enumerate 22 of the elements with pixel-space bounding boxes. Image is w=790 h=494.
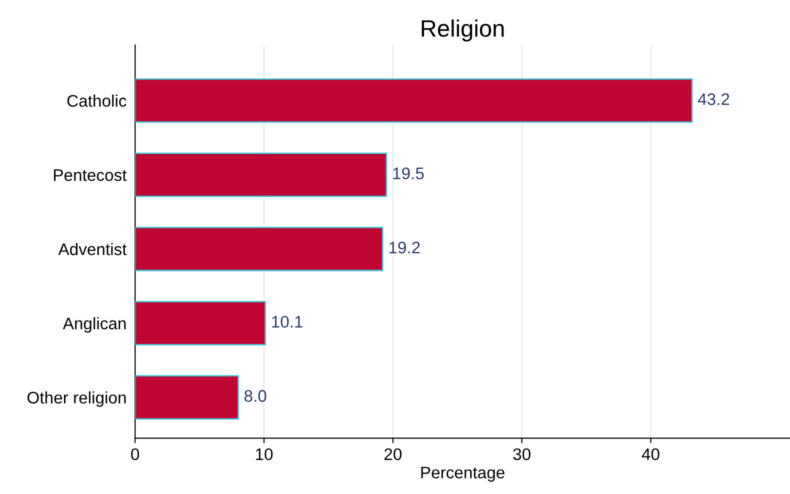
data-label: 43.2: [698, 93, 730, 106]
data-label: 8.0: [244, 390, 266, 402]
bar: [135, 226, 384, 272]
x-tick-label: 40: [642, 448, 660, 460]
x-tick-label: 30: [513, 448, 530, 460]
bar: [135, 300, 266, 346]
bar: [135, 375, 239, 420]
chart-title: Religion: [422, 20, 504, 42]
bar: [135, 78, 693, 123]
y-tick-label: Catholic: [67, 94, 126, 107]
y-tick-label: Other religion: [28, 391, 126, 407]
bar: [135, 152, 388, 198]
data-label: 19.5: [393, 167, 424, 180]
y-tick-label: Pentecost: [54, 169, 127, 181]
x-tick-label: 0: [131, 448, 140, 460]
x-tick-label: 20: [384, 448, 402, 460]
y-tick-label: Adventist: [58, 242, 127, 256]
x-tick-label: 10: [256, 448, 273, 460]
y-tick-label: Anglican: [62, 317, 126, 333]
data-label: 10.1: [272, 316, 302, 328]
data-label: 19.2: [389, 242, 420, 254]
x-axis-title: Percentage: [421, 466, 504, 482]
